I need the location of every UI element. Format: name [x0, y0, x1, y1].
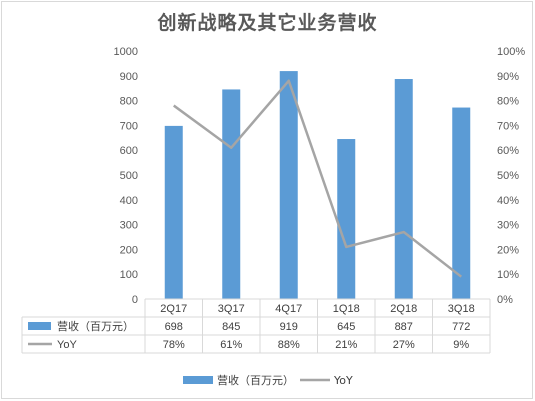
right-tick-label: 80%: [497, 96, 519, 108]
legend-bar-swatch: [183, 376, 213, 384]
right-tick-label: 60%: [497, 145, 519, 157]
yoy-line: [173, 79, 463, 278]
left-tick-label: 1000: [114, 46, 138, 58]
bar: [222, 89, 241, 299]
left-tick-label: 800: [120, 96, 138, 108]
data-label: 61%: [220, 339, 242, 351]
data-label: 21%: [335, 339, 357, 351]
right-tick-label: 70%: [497, 120, 519, 132]
data-label: 78%: [163, 339, 185, 351]
x-tick-label: 4Q17: [275, 303, 302, 315]
left-tick-label: 600: [120, 145, 138, 157]
left-tick-label: 400: [120, 195, 138, 207]
right-tick-label: 0%: [497, 294, 513, 306]
left-tick-label: 700: [120, 120, 138, 132]
right-tick-label: 90%: [497, 71, 519, 83]
bar-series: [164, 71, 471, 300]
x-tick-label: 3Q18: [448, 303, 475, 315]
data-label: 887: [395, 321, 413, 333]
left-tick-label: 100: [120, 269, 138, 281]
table-bar-key: [28, 322, 51, 330]
x-tick-label: 2Q18: [390, 303, 417, 315]
right-tick-label: 50%: [497, 170, 519, 182]
bar: [164, 125, 183, 300]
table-row-label: YoY: [57, 339, 77, 351]
data-label: 88%: [278, 339, 300, 351]
x-tick-label: 1Q18: [333, 303, 360, 315]
left-tick-label: 300: [120, 220, 138, 232]
table-row-label: 营收（百万元）: [57, 319, 134, 333]
legend-bar-label: 营收（百万元）: [217, 373, 294, 387]
bar: [279, 71, 298, 299]
left-tick-label: 500: [120, 170, 138, 182]
chart-title: 创新战略及其它业务营收: [157, 12, 378, 34]
data-label: 9%: [453, 339, 469, 351]
yoy-line-series: [173, 79, 463, 278]
right-axis-ticks: 0% 10% 20% 30% 40% 50% 60% 70% 80% 90% 100%: [497, 46, 525, 306]
bar: [337, 139, 356, 299]
data-label: 645: [337, 321, 355, 333]
left-tick-label: 900: [120, 71, 138, 83]
right-tick-label: 20%: [497, 244, 519, 256]
data-label: 27%: [393, 339, 415, 351]
data-label: 772: [452, 321, 470, 333]
bar: [452, 107, 471, 299]
data-label: 845: [222, 321, 240, 333]
bar: [394, 79, 413, 299]
right-tick-label: 40%: [497, 195, 519, 207]
left-tick-label: 0: [132, 294, 138, 306]
left-tick-label: 200: [120, 244, 138, 256]
legend: 营收（百万元） YoY: [183, 373, 353, 387]
data-label: 698: [165, 321, 183, 333]
right-tick-label: 10%: [497, 269, 519, 281]
right-tick-label: 30%: [497, 220, 519, 232]
right-tick-label: 100%: [497, 46, 525, 58]
x-tick-label: 3Q17: [218, 303, 245, 315]
legend-line-label: YoY: [333, 374, 353, 387]
data-label: 919: [280, 321, 298, 333]
left-axis-ticks: 0 100 200 300 400 500 600 700 800 900 1000: [114, 46, 138, 306]
data-table: 2Q17 3Q17 4Q17 1Q18 2Q18 3Q18 营收（百万元） 698 845 919…: [21, 299, 491, 354]
x-tick-label: 2Q17: [160, 303, 187, 315]
